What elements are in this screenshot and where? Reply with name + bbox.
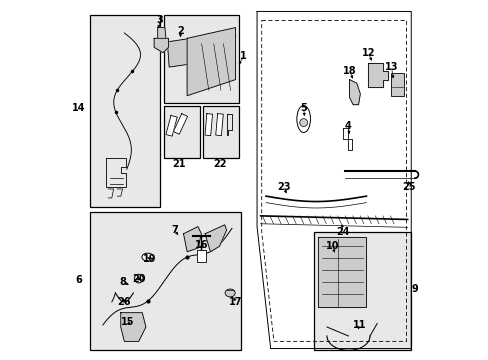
Polygon shape [167,39,194,67]
Polygon shape [317,237,366,307]
Text: 19: 19 [142,254,156,264]
Ellipse shape [142,253,153,261]
Text: 14: 14 [72,103,85,113]
Text: 6: 6 [75,275,82,285]
Text: 5: 5 [300,103,306,113]
Text: 23: 23 [277,182,290,192]
Polygon shape [183,226,201,252]
Polygon shape [204,225,226,252]
Text: 18: 18 [342,66,356,76]
Polygon shape [367,63,387,87]
Text: 15: 15 [121,317,134,327]
Text: 9: 9 [410,284,417,294]
Text: 25: 25 [401,182,415,192]
Bar [197,250,206,262]
Text: 13: 13 [384,62,397,72]
Polygon shape [349,80,360,105]
Text: 7: 7 [171,225,178,235]
Text: 12: 12 [361,48,374,58]
Text: 17: 17 [228,297,242,307]
Text: 1: 1 [240,51,246,61]
Text: 8: 8 [119,277,126,287]
Bar [314,232,410,350]
Polygon shape [121,313,145,341]
Text: 26: 26 [118,297,131,307]
Polygon shape [204,114,212,136]
Bar [90,212,241,350]
Ellipse shape [296,105,310,132]
Polygon shape [165,116,177,136]
Polygon shape [173,114,187,134]
Text: 2: 2 [177,26,184,36]
Text: 20: 20 [132,274,145,284]
Text: 24: 24 [336,227,349,237]
Bar [390,73,404,96]
Polygon shape [154,39,168,53]
Polygon shape [158,28,165,39]
Bar [163,15,239,103]
Text: 10: 10 [325,241,338,251]
Circle shape [134,274,142,283]
Circle shape [299,119,307,127]
Text: 21: 21 [172,159,185,169]
Bar [203,107,239,158]
Bar [163,107,199,158]
Text: 16: 16 [194,239,208,249]
Polygon shape [343,128,351,149]
Ellipse shape [224,289,235,297]
Text: 4: 4 [345,121,351,131]
Text: 22: 22 [213,159,226,169]
Polygon shape [215,114,223,136]
Text: 3: 3 [157,15,163,26]
Text: 11: 11 [352,320,365,330]
Polygon shape [187,28,235,96]
Bar [90,15,160,207]
